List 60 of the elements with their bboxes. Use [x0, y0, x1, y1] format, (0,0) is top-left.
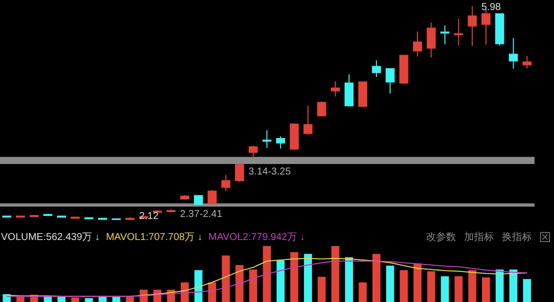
bar: [345, 257, 354, 302]
bar: [304, 254, 312, 302]
bar: [427, 271, 436, 302]
text: MAVOL1:707.708万 ↓: [106, 231, 202, 244]
text: 改参数: [426, 230, 456, 244]
candlestick: [468, 6, 477, 46]
candlestick: [235, 162, 244, 182]
bar: [400, 270, 408, 302]
candlestick: [344, 74, 354, 107]
bar: [454, 276, 463, 302]
candlestick: [317, 100, 326, 117]
bar: [386, 266, 394, 302]
bar: [262, 246, 271, 302]
annotation: 2.12: [139, 211, 159, 222]
bar: [496, 270, 504, 302]
bar: [194, 270, 202, 302]
text: 换指标: [502, 230, 532, 244]
candlestick: [248, 145, 258, 158]
bar: [358, 282, 367, 302]
bar: [71, 298, 80, 302]
bar: [468, 270, 476, 302]
text: 加指标: [464, 230, 494, 244]
bar: [372, 254, 380, 302]
candlestick: [426, 22, 436, 58]
bar: [208, 282, 216, 302]
bar: [236, 265, 244, 302]
candlestick: [262, 130, 272, 148]
candlestick: [276, 136, 286, 149]
bar: [249, 270, 258, 302]
bar: [523, 279, 532, 302]
candlestick: [413, 31, 422, 57]
candlestick: [508, 38, 518, 70]
candlestick: [208, 190, 217, 205]
bar: [276, 260, 285, 302]
bar: [318, 276, 326, 302]
text: VOLUME:562.439万 ↓: [1, 231, 100, 244]
bar: [331, 246, 340, 302]
bar: [482, 277, 490, 302]
candlestick: [440, 24, 450, 45]
bar: [440, 276, 449, 302]
bar: [222, 256, 230, 302]
candlestick: [522, 55, 532, 70]
candlestick: [372, 60, 381, 78]
bar: [16, 296, 24, 302]
bar: [112, 296, 120, 302]
bar: [126, 296, 134, 302]
band-label: 3.14-3.25: [248, 166, 292, 178]
candlestick: [303, 105, 312, 136]
candlestick: [386, 68, 395, 94]
candlestick: [481, 8, 490, 46]
candlestick: [330, 80, 340, 97]
candlestick: [221, 174, 230, 192]
annotation: 5.98: [481, 2, 502, 13]
bar: [84, 298, 93, 302]
bar: [290, 252, 298, 302]
candlestick: [454, 18, 464, 46]
text: MAVOL2:779.942万 ↓: [208, 231, 306, 244]
bar: [509, 270, 518, 302]
bar: [414, 263, 422, 302]
band-label: 2.37-2.41: [180, 209, 223, 220]
